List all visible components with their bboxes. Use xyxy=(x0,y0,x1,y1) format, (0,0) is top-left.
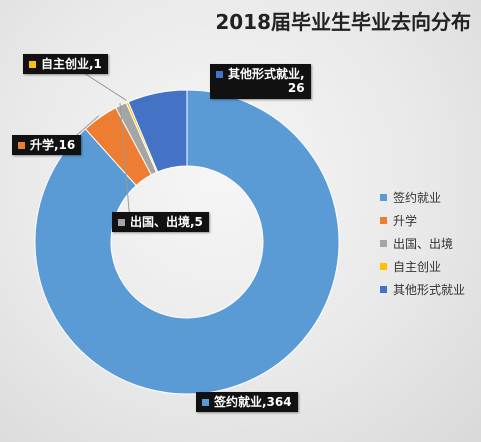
legend: 签约就业 升学 出国、出境 自主创业 其他形式就业 xyxy=(380,186,465,301)
legend-label: 其他形式就业 xyxy=(393,283,466,297)
data-label-other-employment: 其他形式就业, 26 xyxy=(210,64,311,99)
label-swatch xyxy=(202,398,209,406)
leader-line-abroad xyxy=(119,103,131,223)
data-label-value: 26 xyxy=(287,81,305,96)
label-swatch xyxy=(18,141,25,149)
legend-swatch xyxy=(380,263,387,270)
legend-label: 升学 xyxy=(393,214,418,228)
legend-item-other-employment: 其他形式就业 xyxy=(380,278,465,301)
legend-label: 出国、出境 xyxy=(393,237,454,251)
donut-slice-signed-employment xyxy=(34,89,340,395)
legend-item-entrepreneurship: 自主创业 xyxy=(380,255,465,278)
data-label-entrepreneurship: 自主创业,1 xyxy=(23,54,108,75)
donut-slice-other-employment xyxy=(127,89,188,173)
legend-item-further-study: 升学 xyxy=(380,209,465,232)
legend-item-abroad: 出国、出境 xyxy=(380,232,465,255)
legend-swatch xyxy=(380,194,387,201)
legend-label: 自主创业 xyxy=(393,260,442,274)
data-label-text: 出国、出境,5 xyxy=(130,215,203,229)
data-label-text: 升学,16 xyxy=(30,138,76,152)
data-label-signed-employment: 签约就业,364 xyxy=(196,392,298,413)
label-swatch xyxy=(216,70,223,78)
data-label-name: 其他形式就业, xyxy=(228,67,305,81)
donut-slices xyxy=(34,89,340,395)
legend-swatch xyxy=(380,217,387,224)
data-label-text: 自主创业,1 xyxy=(41,57,102,71)
legend-label: 签约就业 xyxy=(393,191,442,205)
legend-swatch xyxy=(380,240,387,247)
data-label-further-study: 升学,16 xyxy=(12,135,82,156)
data-label-abroad: 出国、出境,5 xyxy=(112,212,209,233)
legend-item-signed-employment: 签约就业 xyxy=(380,186,465,209)
data-label-text: 签约就业,364 xyxy=(214,395,292,409)
chart-title: 2018届毕业生毕业去向分布 xyxy=(215,10,471,34)
label-swatch xyxy=(29,60,36,68)
legend-swatch xyxy=(380,286,387,293)
label-swatch xyxy=(118,218,125,226)
